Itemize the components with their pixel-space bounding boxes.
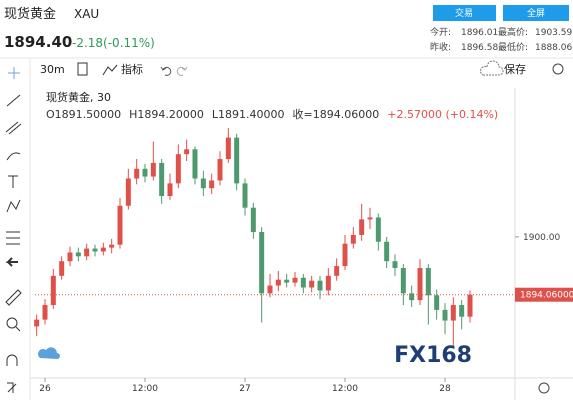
ohlc-legend: L1891.40000 <box>212 108 285 121</box>
ohlc-legend: +2.57000 (+0.14%) <box>387 108 498 121</box>
y-tick-label: 1900.00 <box>523 233 560 243</box>
candle-body <box>292 277 298 283</box>
save[interactable]: 保存 <box>504 62 526 76</box>
candle-body <box>392 261 398 269</box>
interval[interactable]: 30m <box>40 63 65 76</box>
axis-settings-icon[interactable] <box>538 382 550 394</box>
candle-body <box>34 319 40 327</box>
trade-button-label[interactable]: 交易 <box>455 7 473 19</box>
candle-body <box>175 154 181 184</box>
stat-value: 1896.01 <box>461 28 498 38</box>
legend-title: 现货黄金, 30 <box>46 90 111 104</box>
stat-label: 最低价: <box>498 41 528 53</box>
candle-body <box>109 244 115 248</box>
candle-body <box>42 305 48 320</box>
candle-body <box>67 252 73 262</box>
candle-body <box>325 275 331 291</box>
candle-body <box>434 295 440 310</box>
indicators[interactable]: 指标 <box>121 62 143 76</box>
candle-body <box>84 248 90 257</box>
trade-button[interactable] <box>433 5 496 21</box>
candle-body <box>250 207 256 233</box>
candle-body <box>59 261 65 276</box>
last-price-tag <box>515 287 573 302</box>
candle-body <box>309 280 315 288</box>
stat-label: 昨收: <box>430 41 451 53</box>
ohlc-legend: 收=1894.06000 <box>293 107 380 121</box>
x-tick-label: 27 <box>239 384 250 394</box>
settings-icon[interactable] <box>552 63 564 75</box>
candle-body <box>400 268 406 294</box>
candle-body <box>125 178 131 206</box>
candle-body <box>134 168 140 179</box>
candle-body <box>409 293 415 301</box>
candle-body <box>350 234 356 244</box>
watermark: FX168 <box>394 343 472 368</box>
ohlc-legend: O1891.50000 <box>46 108 121 121</box>
stat-value: 1888.06 <box>535 43 572 53</box>
candle-body <box>342 243 348 267</box>
cloud-icon[interactable] <box>480 60 504 76</box>
candle-body <box>375 217 381 242</box>
stat-label: 今开: <box>430 26 451 38</box>
candle-body <box>267 285 273 294</box>
candle-body <box>467 294 473 317</box>
candle-body <box>275 279 281 286</box>
price-change: -2.18(-0.11%) <box>72 36 155 50</box>
stat-value: 1903.59 <box>535 28 572 38</box>
candle-body <box>225 137 231 160</box>
x-tick-label: 28 <box>439 384 451 394</box>
x-tick-label: 26 <box>39 384 51 394</box>
candle-body <box>209 180 215 189</box>
stat-label: 最高价: <box>498 26 528 38</box>
symbol: XAU <box>74 7 99 21</box>
candle-body <box>200 178 206 189</box>
ohlc-legend: H1894.20000 <box>129 108 204 121</box>
indicator-icon[interactable] <box>102 64 118 76</box>
candle-body <box>442 309 448 321</box>
candle-body <box>217 159 223 181</box>
candle-body <box>259 232 265 294</box>
candle-body <box>142 168 148 177</box>
candle-body <box>159 162 165 197</box>
candle-body <box>167 183 173 197</box>
candle-body <box>425 268 431 296</box>
fullscreen-button-label[interactable]: 全屏 <box>527 7 545 19</box>
candle-body <box>92 248 98 252</box>
candle-body <box>450 305 456 321</box>
candle-body <box>359 219 365 235</box>
candle-body <box>184 149 190 155</box>
price: 1894.40 <box>4 33 72 51</box>
x-tick-label: 12:00 <box>132 384 158 394</box>
candle-body <box>234 137 240 184</box>
candle-body <box>367 217 373 220</box>
candle-body <box>117 205 123 245</box>
candle-body <box>384 241 390 262</box>
candle-body <box>317 280 323 291</box>
drawing-tools[interactable] <box>5 67 22 393</box>
candle-body <box>192 149 198 179</box>
candle-body <box>50 275 56 306</box>
cloud-badge <box>38 347 60 359</box>
candle-body <box>242 183 248 208</box>
last-price-label: 1894.06000 <box>520 291 573 301</box>
candle-body <box>100 247 106 252</box>
candle-body <box>417 268 423 301</box>
undo-icon[interactable] <box>160 66 172 76</box>
stat-value: 1896.58 <box>461 43 498 53</box>
candle-body <box>284 279 290 283</box>
candle-body <box>459 305 465 317</box>
fullscreen-button[interactable] <box>503 5 569 21</box>
candle-icon[interactable] <box>77 62 88 76</box>
x-tick-label: 12:00 <box>332 384 358 394</box>
candle-body <box>150 162 156 177</box>
candle-body <box>300 277 306 288</box>
candle-body <box>334 266 340 276</box>
candle-body <box>75 252 81 257</box>
instrument-title: 现货黄金 <box>4 6 56 22</box>
redo-icon[interactable] <box>176 66 188 76</box>
